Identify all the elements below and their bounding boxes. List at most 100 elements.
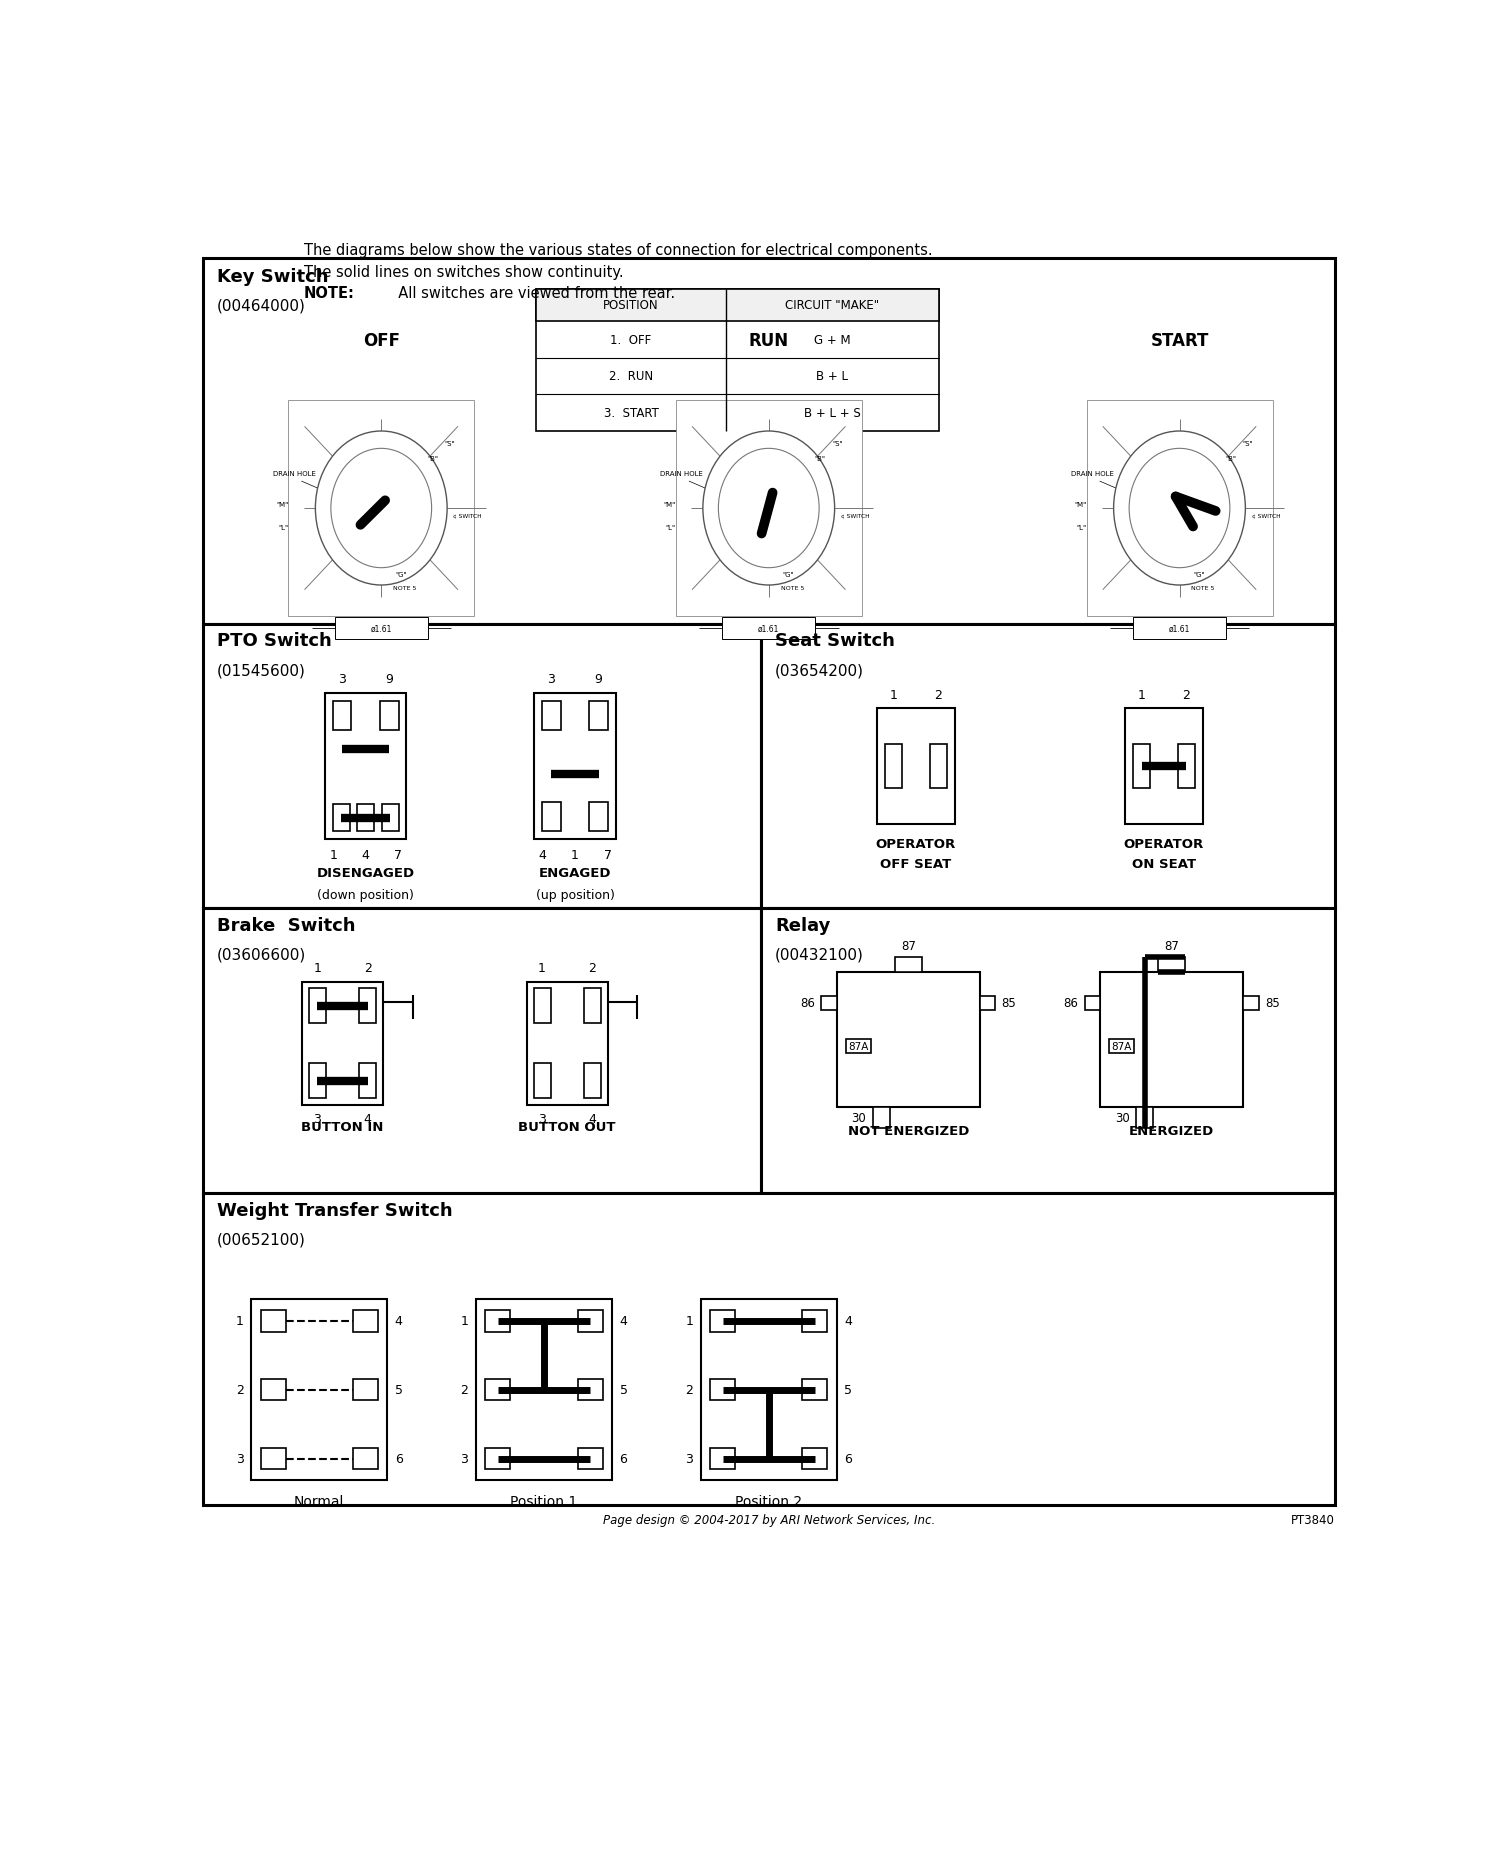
Bar [333,701,351,730]
Bar [1086,401,1272,616]
Text: BUTTON OUT: BUTTON OUT [519,1120,616,1133]
Text: 6: 6 [844,1452,852,1465]
Bar [202,624,760,908]
Text: "M": "M" [663,502,675,508]
Bar [760,624,1335,908]
Text: OFF SEAT: OFF SEAT [880,858,951,871]
Ellipse shape [1130,450,1230,568]
Text: DRAIN HOLE: DRAIN HOLE [660,472,704,478]
Bar [846,1040,870,1053]
Text: NOT ENERGIZED: NOT ENERGIZED [847,1124,969,1137]
Bar [590,804,608,832]
Text: 1: 1 [686,1315,693,1328]
Text: (00652100): (00652100) [217,1232,306,1247]
Bar [710,1448,735,1470]
Bar [1136,1107,1154,1129]
Text: 3: 3 [548,672,555,686]
Text: CIRCUIT "MAKE": CIRCUIT "MAKE" [786,300,879,313]
Text: 86: 86 [800,996,814,1010]
Text: 1: 1 [538,961,546,974]
Text: (00464000): (00464000) [217,298,306,313]
Bar [352,1379,378,1401]
Bar [202,908,760,1193]
Text: PTO Switch: PTO Switch [217,631,332,650]
Bar [326,693,406,839]
Text: Page design © 2004-2017 by ARI Network Services, Inc.: Page design © 2004-2017 by ARI Network S… [603,1513,934,1526]
Text: ¢ SWITCH: ¢ SWITCH [453,513,482,517]
Text: 1: 1 [890,687,897,701]
Text: DISENGAGED: DISENGAGED [316,867,416,880]
Text: "G": "G" [1194,571,1204,579]
Text: 4: 4 [362,848,369,862]
Text: (down position): (down position) [318,888,414,901]
Text: Weight Transfer Switch: Weight Transfer Switch [217,1201,453,1219]
Text: "S": "S" [833,440,843,446]
Bar [261,1379,285,1401]
Bar [202,1193,1335,1506]
Bar [760,908,1335,1193]
Bar [486,1379,510,1401]
Text: 3: 3 [236,1452,243,1465]
Bar [288,401,474,616]
Text: DRAIN HOLE: DRAIN HOLE [273,472,315,478]
Bar [542,804,561,832]
Text: 3: 3 [538,1113,546,1126]
Bar [1132,745,1150,789]
Bar [821,996,837,1010]
Bar [578,1311,603,1332]
Bar [537,290,939,433]
Text: 87: 87 [902,940,915,951]
Bar [309,989,326,1023]
Text: 1.  OFF: 1. OFF [610,333,651,347]
Bar [476,1300,612,1480]
Bar [202,258,1335,624]
Text: 6: 6 [620,1452,627,1465]
Bar [590,701,608,730]
Text: 5: 5 [394,1384,404,1397]
Text: 3.  START: 3. START [603,406,658,420]
Text: 5: 5 [620,1384,627,1397]
Text: 4: 4 [394,1315,402,1328]
Text: (01545600): (01545600) [217,663,306,678]
Text: The diagrams below show the various states of connection for electrical componen: The diagrams below show the various stat… [303,243,933,258]
Text: "S": "S" [1242,440,1254,446]
Bar [885,745,902,789]
Text: 2: 2 [1182,687,1191,701]
Ellipse shape [1113,433,1245,586]
Text: 4: 4 [620,1315,627,1328]
Ellipse shape [704,433,834,586]
Bar [1100,972,1244,1107]
Bar [980,996,996,1010]
Bar [802,1448,828,1470]
Bar [1132,618,1226,639]
Text: 87A: 87A [847,1041,868,1051]
Bar [700,1300,837,1480]
Text: 2: 2 [460,1384,468,1397]
Text: 4: 4 [588,1113,597,1126]
Text: ø1.61: ø1.61 [370,624,392,633]
Text: 2: 2 [236,1384,243,1397]
Text: B + L: B + L [816,371,849,384]
Text: 1: 1 [314,961,321,974]
Text: 3: 3 [314,1113,321,1126]
Text: "G": "G" [394,571,406,579]
Text: PT3840: PT3840 [1290,1513,1335,1526]
Bar [675,401,861,616]
Text: ø1.61: ø1.61 [758,624,780,633]
Text: 4: 4 [844,1315,852,1328]
Text: (up position): (up position) [536,888,615,901]
Text: 30: 30 [1114,1111,1130,1124]
Text: NOTE 5: NOTE 5 [1191,586,1215,590]
Bar [486,1448,510,1470]
Text: ARI: ARI [609,817,928,980]
Bar [1125,708,1203,824]
Text: OPERATOR: OPERATOR [1124,837,1204,850]
Text: NOTE 5: NOTE 5 [393,586,417,590]
Bar [309,1064,326,1098]
Text: "L": "L" [1077,524,1086,530]
Text: 87: 87 [1164,940,1179,951]
Bar [710,1379,735,1401]
Text: 30: 30 [852,1111,867,1124]
Text: 1: 1 [572,848,579,862]
Bar [357,805,375,832]
